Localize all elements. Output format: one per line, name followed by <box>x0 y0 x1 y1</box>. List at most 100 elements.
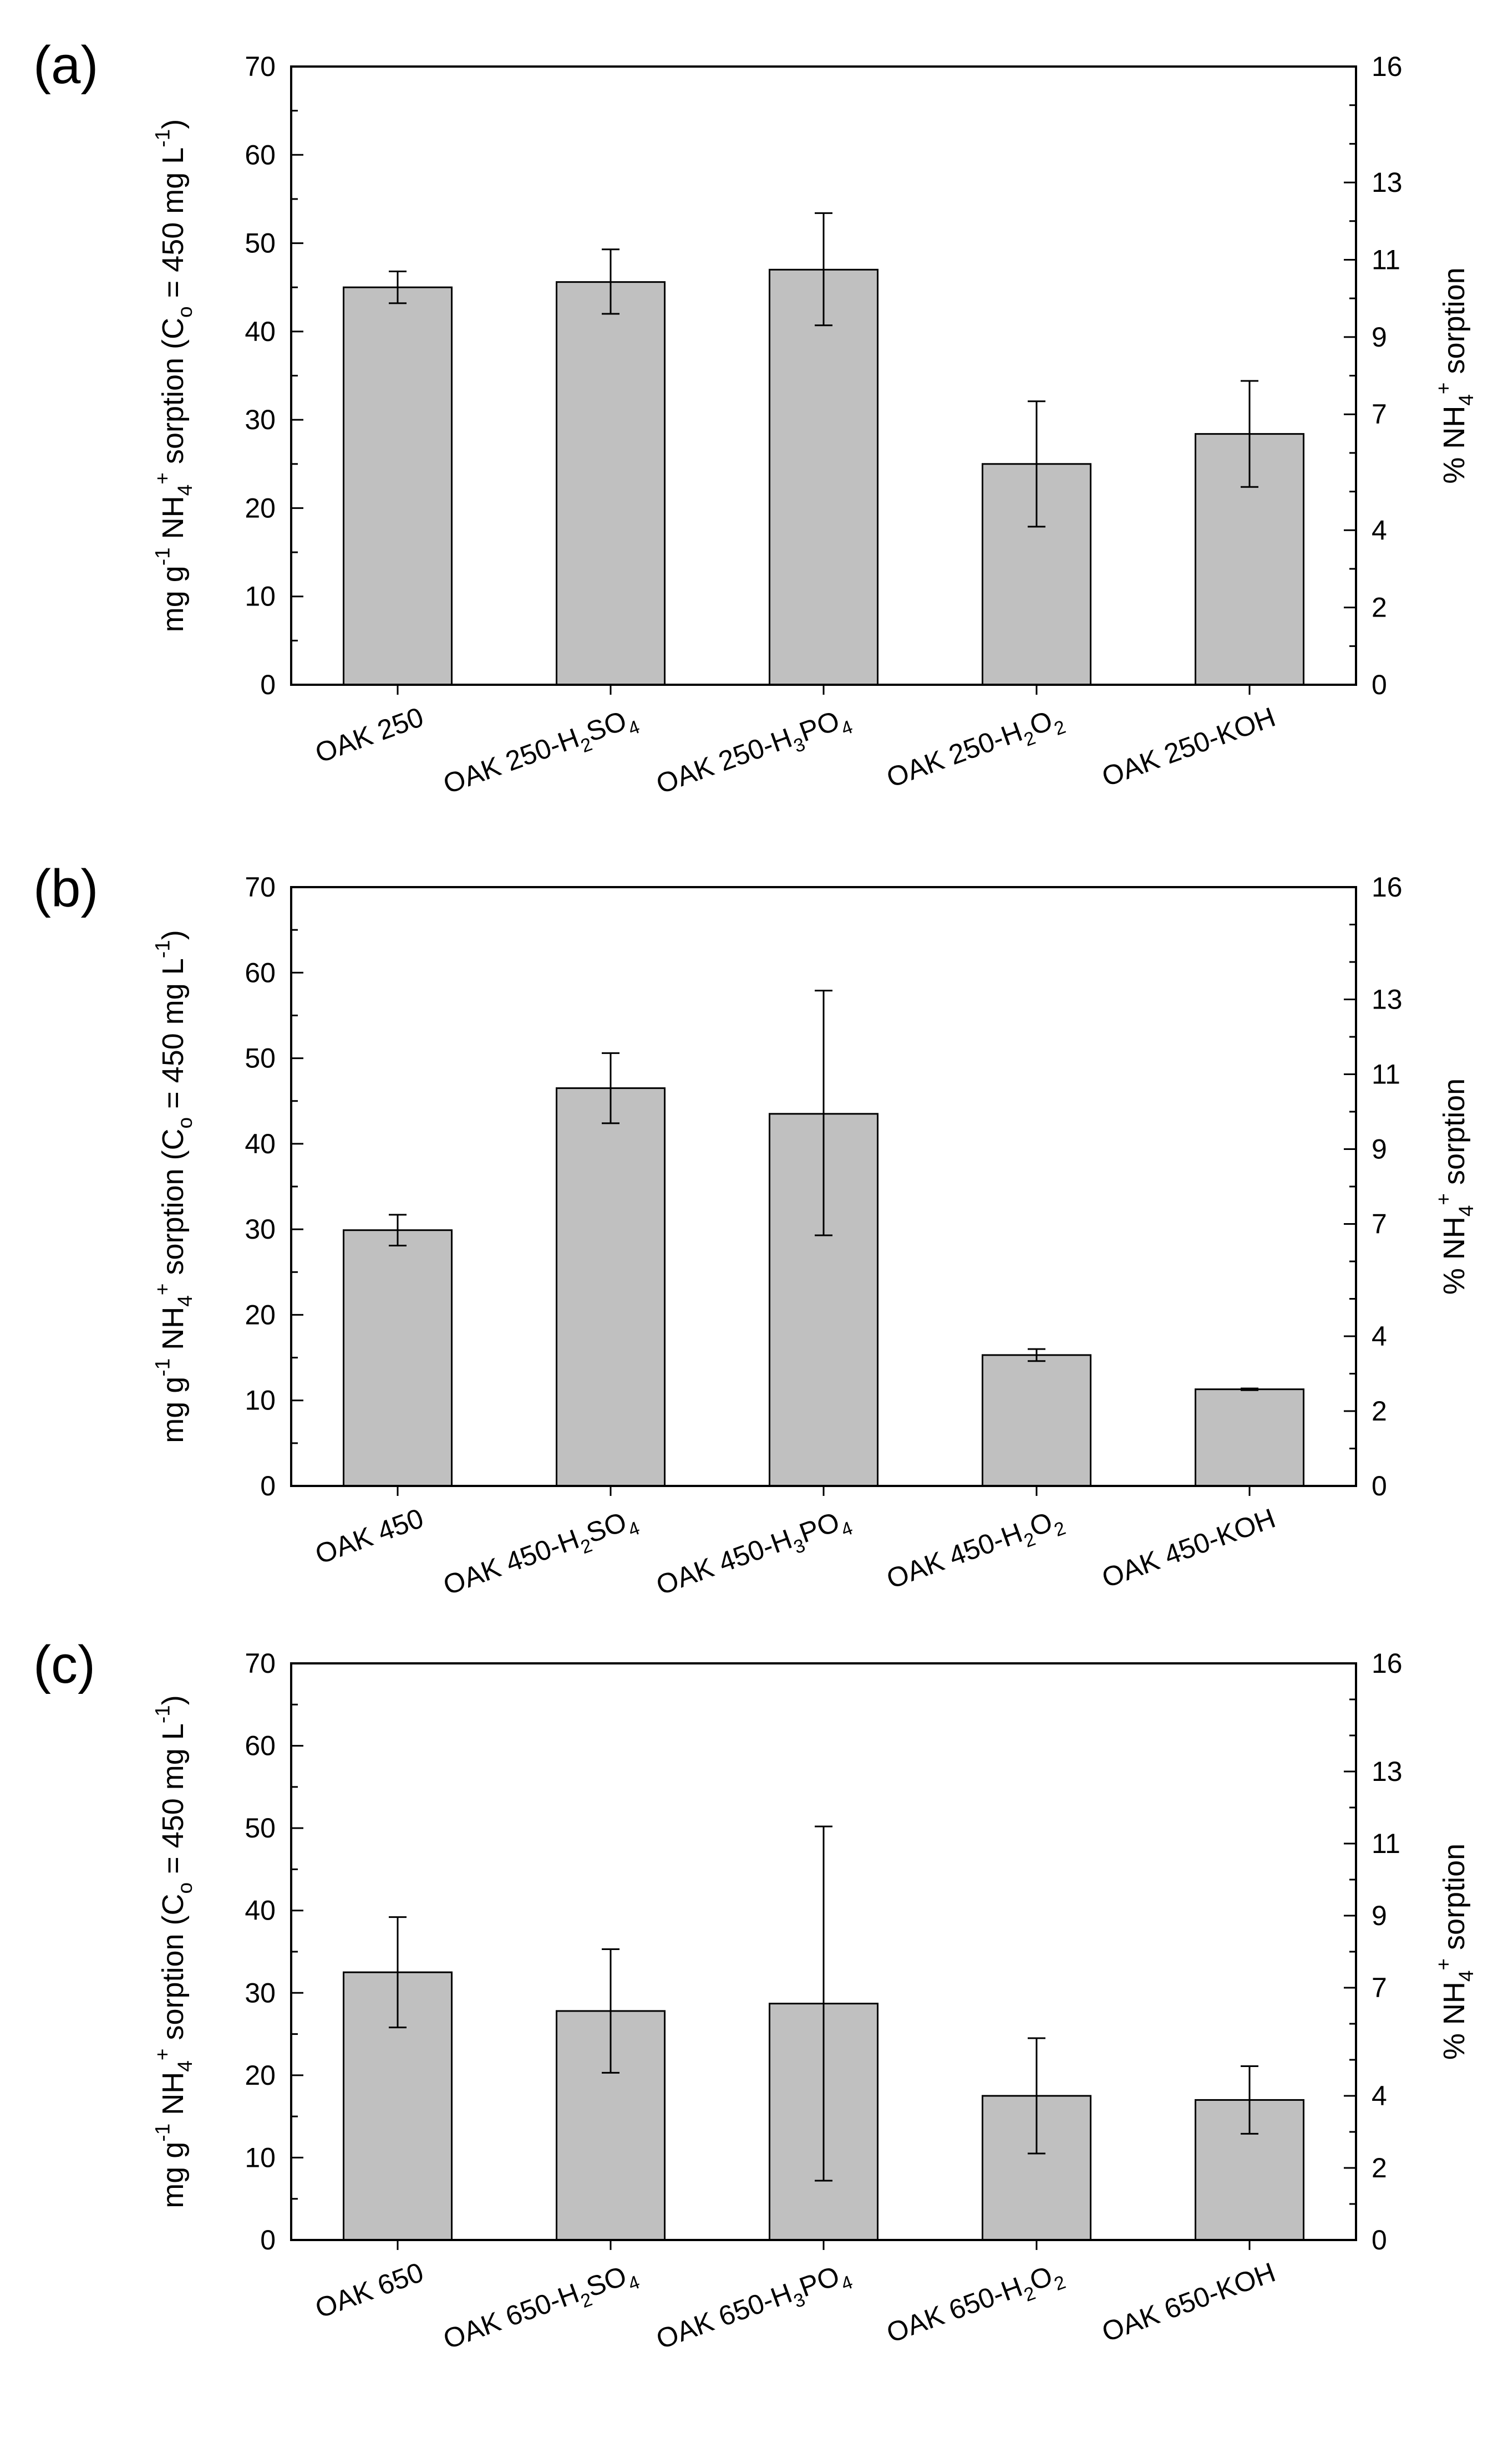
left-axis-tick-label: 20 <box>245 1299 276 1330</box>
right-axis-tick-label: 0 <box>1372 1470 1387 1501</box>
left-axis-tick-label: 60 <box>245 1730 276 1762</box>
left-axis-title-part: + <box>151 2049 174 2061</box>
left-axis-title-part: ) <box>156 1695 190 1705</box>
left-axis-title-part: NH <box>156 1307 190 1358</box>
right-axis-tick-label: 11 <box>1372 1059 1400 1090</box>
right-axis-title-part: % NH <box>1438 406 1471 484</box>
left-axis-tick-label: 10 <box>245 1385 276 1416</box>
right-axis-tick-label: 2 <box>1372 592 1387 623</box>
left-axis-title-part: -1 <box>151 2124 174 2142</box>
left-axis-title-part: mg g <box>156 1377 190 1443</box>
plot-frame <box>290 65 1357 686</box>
right-axis-tick-label: 11 <box>1372 244 1400 275</box>
right-axis-title-part: % NH <box>1438 1982 1471 2060</box>
left-axis-title-part: -1 <box>151 940 174 958</box>
left-axis-tick-label: 70 <box>245 872 276 903</box>
right-axis-title-part: + <box>1433 382 1455 394</box>
left-axis-title-part: NH <box>156 2072 190 2124</box>
left-axis-title-part: = 450 mg L <box>156 147 190 307</box>
left-axis-title-part: o <box>174 306 196 318</box>
right-axis-tick-label: 0 <box>1372 2224 1387 2256</box>
bar <box>343 286 453 686</box>
right-axis-title-part: sorption <box>1438 1078 1471 1193</box>
left-axis-tick-label: 50 <box>245 1043 276 1074</box>
right-axis-title: % NH4+ sorption <box>1433 267 1478 483</box>
right-axis-tick-label: 13 <box>1372 1756 1403 1787</box>
right-axis-title-part: sorption <box>1438 267 1471 382</box>
right-axis-title: % NH4+ sorption <box>1433 1078 1478 1295</box>
left-axis-title: mg g-1 NH4+ sorption (Co = 450 mg L-1) <box>151 1695 197 2208</box>
left-axis-tick-label: 30 <box>245 1977 276 2008</box>
right-axis-tick-label: 9 <box>1372 1900 1387 1931</box>
left-axis-title-part: sorption (C <box>156 1128 190 1283</box>
right-axis-tick-label: 13 <box>1372 984 1403 1015</box>
left-axis-title-part: mg g <box>156 566 190 632</box>
right-axis-tick-label: 11 <box>1372 1828 1400 1859</box>
left-axis-title-part: sorption (C <box>156 1893 190 2048</box>
left-axis-title: mg g-1 NH4+ sorption (Co = 450 mg L-1) <box>151 119 197 632</box>
plot-frame <box>290 1662 1357 2241</box>
left-axis-title-part: -1 <box>151 1358 174 1377</box>
right-axis-title-part: % NH <box>1438 1216 1471 1295</box>
left-axis-tick-label: 60 <box>245 957 276 988</box>
left-axis-title-part: ) <box>156 119 190 129</box>
left-axis-title-part: 4 <box>174 2060 196 2072</box>
right-axis-tick-label: 16 <box>1372 872 1403 903</box>
right-axis-title-part: 4 <box>1455 1971 1477 1982</box>
right-axis-tick-label: 4 <box>1372 2080 1387 2111</box>
plot-frame <box>290 886 1357 1487</box>
left-axis-title-part: o <box>174 1117 196 1129</box>
left-axis-tick-label: 20 <box>245 2060 276 2091</box>
panel-label: (b) <box>33 859 98 918</box>
left-axis-tick-label: 70 <box>245 51 276 82</box>
left-axis-title-part: NH <box>156 496 190 547</box>
right-axis-tick-label: 4 <box>1372 1321 1387 1352</box>
left-axis-title-part: -1 <box>151 1705 174 1723</box>
right-axis-tick-label: 9 <box>1372 1134 1387 1165</box>
right-axis-tick-label: 13 <box>1372 167 1403 198</box>
left-axis-title-part: = 450 mg L <box>156 958 190 1117</box>
left-axis-tick-label: 50 <box>245 1813 276 1844</box>
bar <box>769 268 878 686</box>
left-axis-tick-label: 30 <box>245 404 276 435</box>
right-axis-title-part: + <box>1433 1958 1455 1971</box>
left-axis-title-part: -1 <box>151 129 174 147</box>
bar <box>556 281 666 686</box>
right-axis-title-part: 4 <box>1455 394 1477 406</box>
left-axis-title-part: 4 <box>174 1295 196 1307</box>
panel-label: (c) <box>33 1635 95 1694</box>
right-axis-tick-label: 2 <box>1372 2152 1387 2183</box>
left-axis-tick-label: 10 <box>245 581 276 612</box>
bar <box>343 1229 453 1487</box>
left-axis-tick-label: 50 <box>245 228 276 259</box>
right-axis-tick-label: 2 <box>1372 1396 1387 1427</box>
right-axis-tick-label: 9 <box>1372 322 1387 353</box>
left-axis-tick-label: 10 <box>245 2142 276 2173</box>
left-axis-title-part: sorption (C <box>156 318 190 472</box>
left-axis-title: mg g-1 NH4+ sorption (Co = 450 mg L-1) <box>151 930 197 1443</box>
left-axis-tick-label: 40 <box>245 316 276 347</box>
left-axis-title-part: = 450 mg L <box>156 1723 190 1882</box>
right-axis-tick-label: 16 <box>1372 51 1403 82</box>
left-axis-title-part: + <box>151 1284 174 1296</box>
left-axis-title-part: -1 <box>151 547 174 566</box>
left-axis-title-part: ) <box>156 930 190 940</box>
right-axis-title-part: sorption <box>1438 1844 1471 1958</box>
left-axis-title-part: mg g <box>156 2142 190 2208</box>
left-axis-title-part: o <box>174 1882 196 1894</box>
right-axis-tick-label: 0 <box>1372 669 1387 700</box>
right-axis-tick-label: 7 <box>1372 1209 1387 1240</box>
bar <box>982 1354 1091 1487</box>
right-axis-tick-label: 7 <box>1372 399 1387 430</box>
left-axis-title-part: 4 <box>174 485 196 496</box>
left-axis-tick-label: 40 <box>245 1895 276 1926</box>
bar <box>1195 1388 1304 1487</box>
right-axis-tick-label: 7 <box>1372 1972 1387 2003</box>
left-axis-tick-label: 0 <box>260 2224 276 2256</box>
left-axis-tick-label: 0 <box>260 669 276 700</box>
right-axis-tick-label: 4 <box>1372 515 1387 546</box>
right-axis-title: % NH4+ sorption <box>1433 1844 1478 2060</box>
